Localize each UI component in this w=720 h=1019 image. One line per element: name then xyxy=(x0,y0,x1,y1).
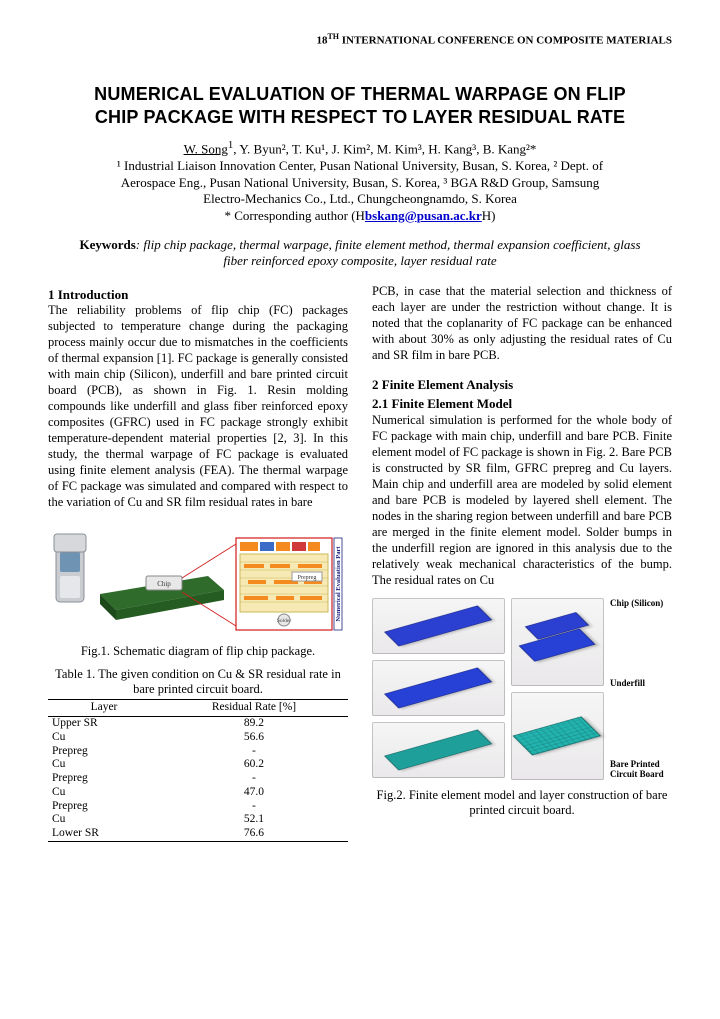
figure-2: Chip (Silicon) Underfill Bare Printed Ci… xyxy=(372,598,672,818)
corr-prefix: * Corresponding author (H xyxy=(224,208,364,223)
table-cell-layer: Cu xyxy=(48,758,160,772)
section-2-1-heading: 2.1 Finite Element Model xyxy=(372,396,672,412)
conf-rest: INTERNATIONAL CONFERENCE ON COMPOSITE MA… xyxy=(339,35,672,47)
figure-1: Chip xyxy=(48,520,348,659)
affiliation-line-3: Electro-Mechanics Co., Ltd., Chungcheong… xyxy=(48,191,672,207)
table-cell-layer: Upper SR xyxy=(48,716,160,730)
section-2-heading: 2 Finite Element Analysis xyxy=(372,377,672,393)
conference-header: 18TH INTERNATIONAL CONFERENCE ON COMPOSI… xyxy=(48,32,672,48)
author-list: W. Song1, Y. Byun², T. Ku¹, J. Kim², M. … xyxy=(48,139,672,157)
other-authors: , Y. Byun², T. Ku¹, J. Kim², M. Kim³, H.… xyxy=(233,141,536,156)
table-row: Lower SR76.6 xyxy=(48,827,348,841)
paper-title-line1: NUMERICAL EVALUATION OF THERMAL WARPAGE … xyxy=(48,84,672,106)
table-cell-layer: Prepreg xyxy=(48,772,160,786)
table-cell-layer: Lower SR xyxy=(48,827,160,841)
table-col-rate: Residual Rate [%] xyxy=(160,700,348,717)
section-2-1-body: Numerical simulation is performed for th… xyxy=(372,412,672,588)
table-1-caption: Table 1. The given condition on Cu & SR … xyxy=(48,667,348,697)
lead-author: W. Song xyxy=(184,141,228,156)
conf-sup: TH xyxy=(327,32,339,41)
figure-2-right-stack xyxy=(511,598,604,780)
two-column-layout: 1 Introduction The reliability problems … xyxy=(48,283,672,843)
fig1-tag-row xyxy=(240,542,320,551)
table-row: Cu56.6 xyxy=(48,731,348,745)
fig2-panel-pcb-solid xyxy=(372,722,505,778)
table-cell-rate: 60.2 xyxy=(160,758,348,772)
chip-label: Chip xyxy=(157,580,171,588)
fig2-panel-chip xyxy=(372,598,505,654)
table-cell-layer: Prepreg xyxy=(48,800,160,814)
fig2-panel-underfill xyxy=(372,660,505,716)
table-row: Cu47.0 xyxy=(48,786,348,800)
table-cell-rate: - xyxy=(160,772,348,786)
conf-num: 18 xyxy=(316,35,327,47)
table-cell-rate: 89.2 xyxy=(160,716,348,730)
section-1-body: The reliability problems of flip chip (F… xyxy=(48,302,348,510)
paper-title-line2: CHIP PACKAGE WITH RESPECT TO LAYER RESID… xyxy=(48,107,672,129)
corr-email-link[interactable]: bskang@pusan.ac.kr xyxy=(365,208,482,223)
fig2-panel-pcb-mesh xyxy=(511,692,604,780)
figure-2-left-stack xyxy=(372,598,505,780)
keywords-label: Keywords xyxy=(79,237,135,252)
right-column: PCB, in case that the material selection… xyxy=(372,283,672,843)
keywords-text: : flip chip package, thermal warpage, fi… xyxy=(136,237,641,268)
table-cell-layer: Cu xyxy=(48,813,160,827)
fig2-label-underfill: Underfill xyxy=(610,678,672,688)
left-column: 1 Introduction The reliability problems … xyxy=(48,283,348,843)
corresponding-author: * Corresponding author (Hbskang@pusan.ac… xyxy=(48,208,672,224)
figure-1-caption: Fig.1. Schematic diagram of flip chip pa… xyxy=(48,644,348,659)
figure-2-caption: Fig.2. Finite element model and layer co… xyxy=(372,788,672,818)
table-col-layer: Layer xyxy=(48,700,160,717)
table-row: Cu52.1 xyxy=(48,813,348,827)
keywords-block: Keywords: flip chip package, thermal war… xyxy=(72,237,648,268)
table-cell-rate: 52.1 xyxy=(160,813,348,827)
affiliation-line-1: ¹ Industrial Liaison Innovation Center, … xyxy=(48,158,672,174)
fig2-label-pcb: Bare Printed Circuit Board xyxy=(610,759,672,780)
table-cell-rate: 47.0 xyxy=(160,786,348,800)
table-cell-rate: - xyxy=(160,745,348,759)
table-cell-rate: 56.6 xyxy=(160,731,348,745)
fig2-panel-assembly xyxy=(511,598,604,686)
table-row: Cu60.2 xyxy=(48,758,348,772)
table-cell-rate: 76.6 xyxy=(160,827,348,841)
board-3d-icon: Chip xyxy=(100,544,236,626)
prepreg-label: Prepreg xyxy=(298,575,317,581)
table-cell-layer: Cu xyxy=(48,786,160,800)
corr-suffix: H) xyxy=(482,208,496,223)
fig1-side-label: Numerical Evaluation Part xyxy=(335,546,342,622)
fig2-label-chip: Chip (Silicon) xyxy=(610,598,672,608)
affiliation-line-2: Aerospace Eng., Pusan National Universit… xyxy=(48,175,672,191)
table-cell-layer: Prepreg xyxy=(48,745,160,759)
table-cell-rate: - xyxy=(160,800,348,814)
solder-label: Solder xyxy=(277,618,292,624)
table-row: Upper SR89.2 xyxy=(48,716,348,730)
figure-1-svg: Chip xyxy=(48,520,348,640)
cross-section-icon: Prepreg Solder Numerical Evaluation Part xyxy=(236,538,342,630)
section-1-heading: 1 Introduction xyxy=(48,287,348,303)
table-1: Layer Residual Rate [%] Upper SR89.2Cu56… xyxy=(48,699,348,842)
col2-continuation: PCB, in case that the material selection… xyxy=(372,283,672,363)
table-row: Prepreg- xyxy=(48,800,348,814)
table-row: Prepreg- xyxy=(48,772,348,786)
table-row: Prepreg- xyxy=(48,745,348,759)
figure-2-labels: Chip (Silicon) Underfill Bare Printed Ci… xyxy=(610,598,672,780)
table-cell-layer: Cu xyxy=(48,731,160,745)
phone-icon xyxy=(54,534,86,602)
